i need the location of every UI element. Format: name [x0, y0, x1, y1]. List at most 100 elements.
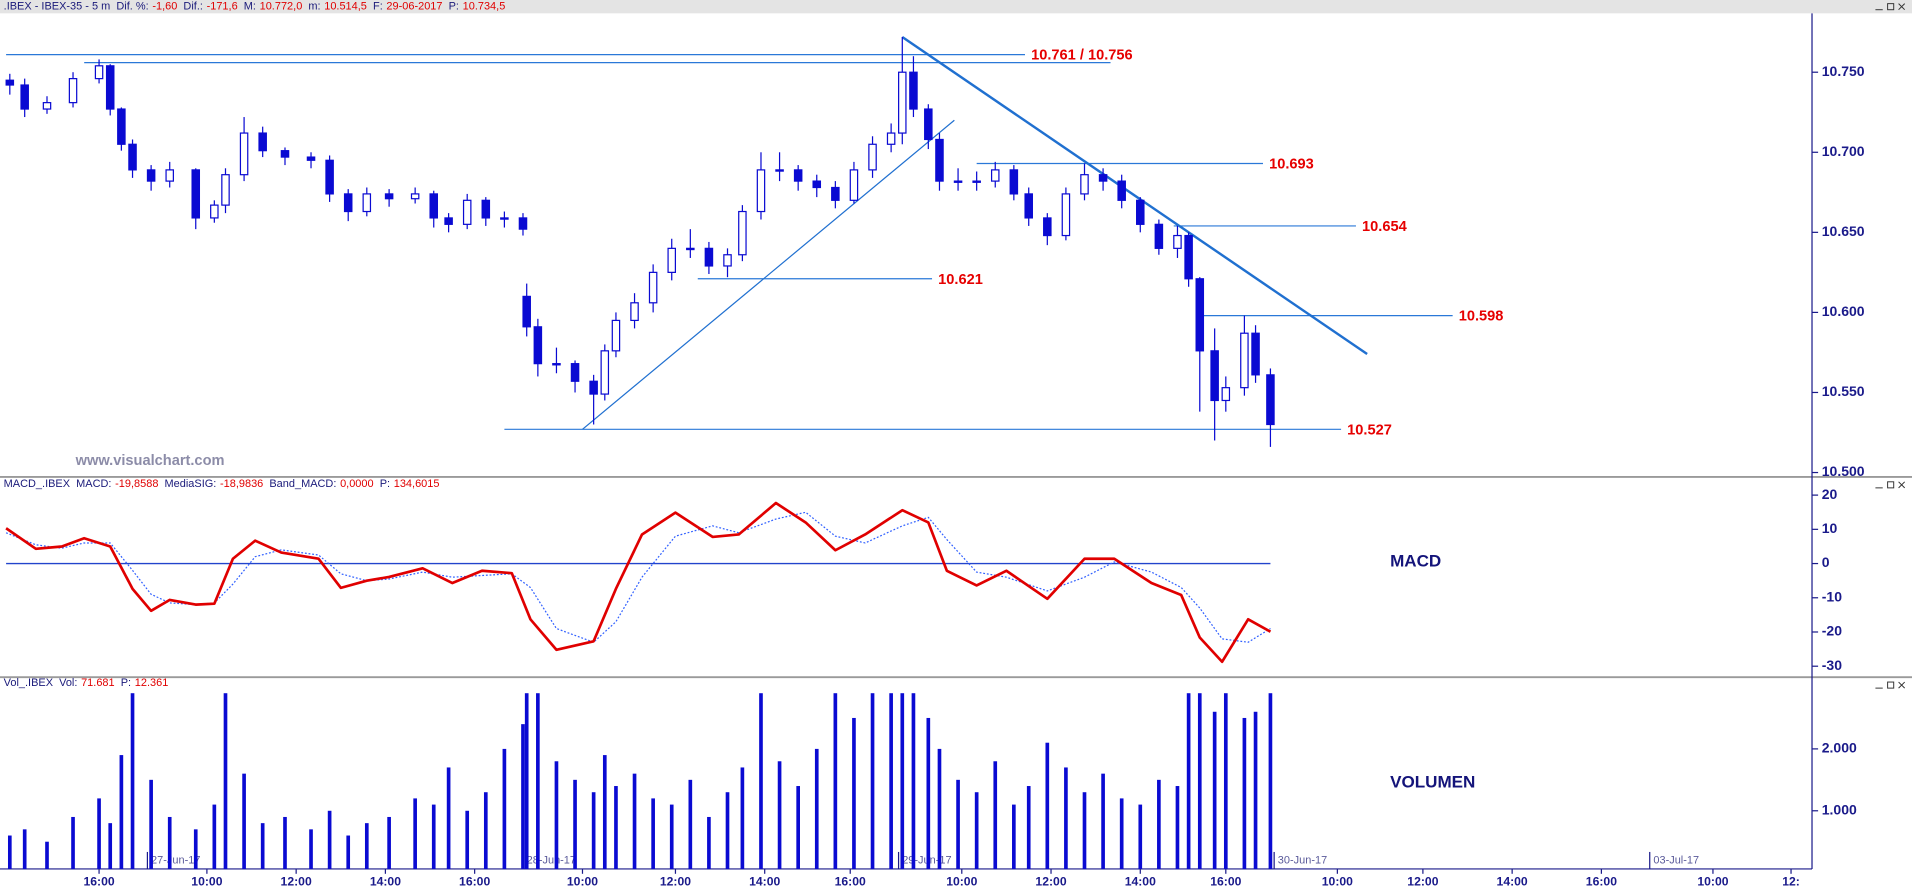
- header-value: 29-06-2017: [386, 1, 442, 13]
- candle-body: [775, 169, 784, 172]
- header-label: MediaSIG:: [165, 478, 217, 490]
- y-tick-label: 10.750: [1822, 63, 1865, 79]
- date-label: 03-Jul-17: [1653, 854, 1699, 866]
- y-tick-label: 10: [1822, 520, 1838, 536]
- candle-body: [812, 180, 822, 189]
- candle-body: [42, 102, 52, 110]
- candle-body: [831, 186, 840, 201]
- header-value: -171,6: [207, 1, 238, 13]
- header-label: Vol:: [59, 677, 77, 689]
- volume-bar: [1186, 693, 1191, 869]
- window-controls[interactable]: [1875, 481, 1906, 489]
- level-label: 10.598: [1459, 309, 1504, 325]
- candle-body: [1184, 234, 1193, 280]
- candle-body: [570, 363, 580, 382]
- y-tick-label: 10.650: [1822, 223, 1865, 239]
- date-label: 28-Jun-17: [527, 854, 576, 866]
- volume-bar: [833, 693, 838, 869]
- header-value: 10.514,5: [324, 1, 367, 13]
- x-tick-label: 16:00: [835, 875, 866, 889]
- header-label: Band_MACD:: [269, 478, 336, 490]
- volume-bar: [327, 810, 332, 869]
- candle-body: [94, 65, 104, 80]
- volume-bar: [387, 816, 391, 869]
- candle-body: [935, 138, 944, 182]
- volume-bar: [993, 761, 998, 869]
- candle-body: [221, 174, 230, 206]
- x-tick-label: 14:00: [370, 875, 401, 889]
- volume-bar: [7, 835, 12, 869]
- candle-body: [105, 65, 115, 110]
- volume-bar: [926, 717, 931, 869]
- y-tick-label: 0: [1822, 554, 1830, 570]
- window-controls[interactable]: [1875, 681, 1906, 689]
- volume-bar: [1197, 693, 1202, 869]
- panel-title: MACD: [1390, 551, 1441, 570]
- candle-body: [924, 108, 933, 141]
- candle-body: [909, 71, 918, 110]
- volume-bar: [651, 798, 655, 869]
- volume-bar: [814, 748, 819, 869]
- header-value: 0,0000: [340, 478, 374, 490]
- volume-bar: [573, 779, 577, 869]
- candle-body: [239, 132, 249, 176]
- volume-bar: [688, 779, 693, 869]
- x-tick-label: 12:: [1782, 875, 1800, 889]
- candle-body: [1061, 193, 1071, 237]
- candle-body: [1266, 374, 1275, 426]
- x-tick-label: 10:00: [1697, 875, 1728, 889]
- candle-body: [1240, 332, 1249, 389]
- level-label: 10.693: [1269, 157, 1314, 173]
- panel-header: MACD_.IBEX MACD: -19,8588 MediaSIG: -18,9836…: [4, 478, 440, 490]
- header-label: Dif. %:: [116, 1, 148, 13]
- date-label: 27-Jun-17: [151, 854, 200, 866]
- x-tick-label: 16:00: [1586, 875, 1617, 889]
- window-controls[interactable]: [1875, 3, 1906, 11]
- header-label: M:: [244, 1, 256, 13]
- volume-bar: [446, 767, 451, 869]
- y-tick-label: 10.500: [1822, 463, 1865, 479]
- volume-bar: [119, 755, 124, 869]
- candle-body: [384, 193, 394, 200]
- volume-bar: [1064, 767, 1068, 869]
- candle-body: [1195, 278, 1205, 352]
- candle-body: [362, 193, 372, 213]
- candle-body: [972, 180, 981, 183]
- candle-body: [429, 193, 439, 219]
- candle-body: [1043, 217, 1052, 237]
- candle-body: [648, 271, 658, 304]
- header-title: .IBEX - IBEX-35 - 5 m: [4, 1, 111, 13]
- volume-bar: [71, 816, 75, 869]
- candle-body: [886, 132, 896, 145]
- header-value: 134,6015: [394, 478, 440, 490]
- header-label: MACD:: [76, 478, 111, 490]
- candle-body: [1210, 350, 1219, 402]
- header-value: 71.681: [81, 677, 115, 689]
- candle-body: [518, 217, 528, 230]
- candle-body: [191, 169, 201, 219]
- candle-body: [1136, 199, 1145, 225]
- volume-bar: [796, 786, 800, 869]
- volume-bar: [167, 816, 172, 869]
- candle-body: [533, 326, 543, 365]
- header-label: m:: [308, 1, 320, 13]
- volume-bar: [1138, 804, 1143, 869]
- candle-body: [1251, 332, 1260, 376]
- volume-bar: [974, 792, 979, 869]
- volume-bar: [1026, 786, 1031, 869]
- panel-title: VOLUMEN: [1390, 772, 1475, 791]
- candle-body: [704, 247, 714, 267]
- volume-bar: [707, 816, 711, 869]
- volume-bar: [1082, 792, 1087, 869]
- candle-body: [1009, 169, 1019, 195]
- volume-bar: [260, 823, 265, 869]
- x-tick-label: 16:00: [83, 875, 114, 889]
- candle-body: [611, 319, 621, 352]
- volume-bar: [669, 804, 674, 869]
- volume-bar: [413, 798, 417, 869]
- volume-bar: [1045, 742, 1050, 869]
- volume-bar: [911, 693, 916, 869]
